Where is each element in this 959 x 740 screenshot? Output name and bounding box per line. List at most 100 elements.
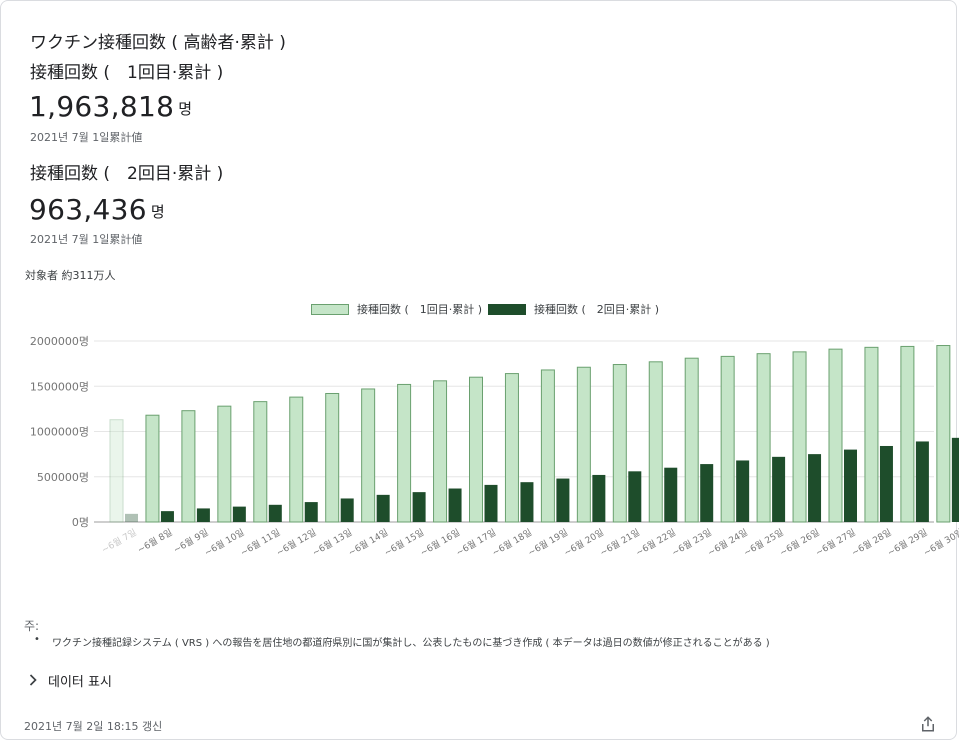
x-tick-label: ~6월 30일 [921,526,959,558]
bar-second-dose [700,464,713,522]
x-tick-label: ~6월 10일 [202,526,246,558]
bar-first-dose [470,377,483,522]
bar-second-dose [664,468,677,522]
first-dose-value: 1,963,818 [29,90,174,123]
bar-first-dose [398,384,411,522]
bar-first-dose [434,381,447,522]
x-tick-label: ~6월 28일 [849,526,893,558]
bar-second-dose [952,438,959,522]
bar-first-dose [218,406,231,522]
bar-second-dose [341,498,354,522]
bar-second-dose [880,446,893,522]
second-dose-value: 963,436 [29,193,147,226]
bar-second-dose [377,495,390,522]
y-tick-label: 2000000명 [30,335,89,348]
chevron-right-icon [23,670,43,690]
note-text: ワクチン接種記録システム ( VRS ) への報告を居住地の都道府県別に国が集計… [52,638,770,649]
first-dose-total: 1,963,818 명 [29,90,192,123]
bar-first-dose [326,393,339,522]
x-tick-label: ~6월 22일 [634,526,678,558]
x-tick-label: ~6월 12일 [274,526,318,558]
share-icon[interactable] [919,715,937,733]
bar-first-dose [254,402,267,522]
bar-second-dose [161,511,174,522]
chart-legend: 接種回数 ( 1回目·累計 ) 接種回数 ( 2回目·累計 ) [1,301,959,317]
bar-second-dose [556,479,569,522]
legend-label-second-dose: 接種回数 ( 2回目·累計 ) [534,301,659,317]
bar-first-dose [721,356,734,522]
bar-first-dose [110,420,123,522]
note-item: ワクチン接種記録システム ( VRS ) への報告を居住地の都道府県別に国が集計… [34,634,770,649]
y-tick-label: 0명 [72,516,89,529]
y-tick-label: 1000000명 [30,426,89,439]
x-tick-label: ~6월 11일 [238,526,282,558]
bar-second-dose [520,482,533,522]
first-dose-as-of: 2021년 7월 1일累計値 [30,129,142,145]
x-tick-label: ~6월 19일 [526,526,570,558]
legend-swatch-first-dose [311,304,349,315]
bar-first-dose [577,367,590,522]
first-dose-unit: 명 [178,100,192,118]
bar-second-dose [808,454,821,522]
bar-first-dose [146,415,159,522]
x-tick-label: ~6월 8일 [135,526,174,556]
bar-first-dose [505,374,518,522]
notes-label: 주: [24,617,39,634]
bar-first-dose [757,354,770,522]
bar-first-dose [829,349,842,522]
bar-second-dose [592,475,605,522]
bar-second-dose [269,505,282,522]
second-dose-as-of: 2021년 7월 1일累計値 [30,231,142,247]
bar-first-dose [901,346,914,522]
second-dose-unit: 명 [151,203,165,221]
legend-item-second-dose[interactable]: 接種回数 ( 2回目·累計 ) [488,301,659,317]
bar-second-dose [233,507,246,522]
x-tick-label: ~6월 24일 [705,526,749,558]
bar-first-dose [865,347,878,522]
bar-first-dose [290,397,303,522]
bar-second-dose [197,508,210,522]
second-dose-label: 接種回数 ( 2回目·累計 ) [30,159,223,184]
bar-second-dose [125,514,138,522]
bar-second-dose [413,492,426,522]
x-tick-label: ~6월 25일 [741,526,785,558]
show-data-toggle[interactable]: 데이터 표시 [23,670,112,690]
bar-first-dose [685,358,698,522]
bar-second-dose [449,489,462,522]
x-tick-label: ~6월 17일 [454,526,498,558]
bar-second-dose [844,450,857,522]
second-dose-total: 963,436 명 [29,193,165,226]
bar-first-dose [613,365,626,522]
bar-second-dose [628,471,641,522]
x-tick-label: ~6월 20일 [562,526,606,558]
card-title: ワクチン接種回数 ( 高齢者·累計 ) [30,28,286,53]
x-tick-label: ~6월 18일 [490,526,534,558]
bar-second-dose [736,460,749,522]
show-data-label: 데이터 표시 [48,671,112,690]
first-dose-label: 接種回数 ( 1回目·累計 ) [30,58,223,83]
bar-second-dose [305,502,318,522]
bar-second-dose [772,457,785,522]
last-updated: 2021년 7월 2일 18:15 갱신 [24,718,162,734]
y-tick-label: 500000명 [37,471,89,484]
x-tick-label: ~6월 7일 [99,526,138,556]
x-tick-label: ~6월 14일 [346,526,390,558]
target-population: 対象者 約311万人 [25,267,116,283]
bar-first-dose [182,411,195,522]
bar-second-dose [916,441,929,522]
bar-first-dose [649,362,662,522]
legend-swatch-second-dose [488,304,526,315]
bar-first-dose [793,352,806,522]
bar-first-dose [362,389,375,522]
legend-item-first-dose[interactable]: 接種回数 ( 1回目·累計 ) [311,301,482,317]
legend-label-first-dose: 接種回数 ( 1回目·累計 ) [357,301,482,317]
x-tick-label: ~6월 21일 [598,526,642,558]
x-tick-label: ~6월 27일 [813,526,857,558]
x-tick-label: ~6월 23일 [669,526,713,558]
x-tick-label: ~6월 26일 [777,526,821,558]
x-tick-label: ~6월 15일 [382,526,426,558]
x-tick-label: ~6월 29일 [885,526,929,558]
y-tick-label: 1500000명 [30,380,89,393]
